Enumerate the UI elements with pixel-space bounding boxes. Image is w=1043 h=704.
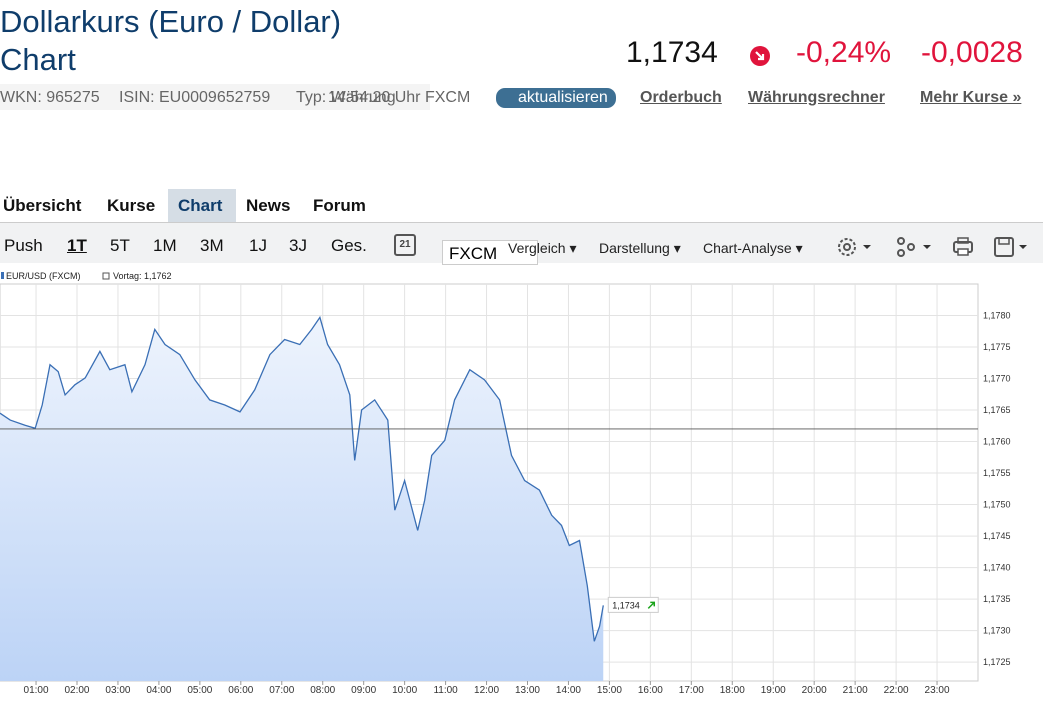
- end-label-box: [607, 596, 659, 613]
- chart: 1,1725 1,1730 1,1735 1,1740 1,1745 1,1750 1,17…: [0, 271, 1011, 696]
- tab[interactable]: Forum: [313, 196, 366, 215]
- type: Typ: Währung: [296, 89, 396, 106]
- exchange-select[interactable]: FXCM: [442, 240, 538, 265]
- menu-label: Darstellung: [599, 240, 670, 256]
- y-tick-label: 1,1770: [983, 374, 1011, 384]
- line: [0, 315, 604, 642]
- y-tick-label: 1,1780: [983, 311, 1011, 321]
- x-tick-label: 05:00: [187, 685, 212, 696]
- tab[interactable]: News: [246, 196, 291, 215]
- y-tick-label: 1,1750: [983, 500, 1011, 510]
- end-label: 1,1734: [612, 600, 640, 610]
- y-tick-label: 1,1735: [983, 594, 1011, 604]
- tab[interactable]: Übersicht: [3, 196, 82, 215]
- x-tick-label: 11:00: [433, 685, 458, 696]
- menu-label: Vergleich: [508, 240, 566, 256]
- link[interactable]: Orderbuch: [640, 89, 722, 106]
- share-icon[interactable]: [897, 237, 931, 257]
- x-tick-label: 23:00: [925, 685, 950, 696]
- x-tick-label: 07:00: [269, 685, 294, 696]
- title: Dollarkurs (Euro / Dollar): [0, 4, 342, 39]
- tool-icons: [838, 237, 1027, 257]
- change-pct: -0,24%: [796, 36, 892, 69]
- menu[interactable]: Chart-Analyse ▾: [703, 240, 803, 256]
- x-tick-label: 08:00: [310, 685, 335, 696]
- reference-label: Vortag: 1,1762: [113, 271, 172, 281]
- change-abs: -0,0028: [921, 36, 1023, 69]
- link[interactable]: Mehr Kurse »: [920, 89, 1022, 106]
- legend-swatch: [1, 272, 4, 279]
- settings-icon[interactable]: [838, 238, 871, 256]
- x-tick-label: 12:00: [474, 685, 499, 696]
- y-tick-label: 1,1740: [983, 563, 1011, 573]
- y-tick-label: 1,1775: [983, 342, 1011, 352]
- calendar[interactable]: 21: [394, 234, 416, 256]
- x-tick-label: 22:00: [884, 685, 909, 696]
- x-tick-label: 01:00: [24, 685, 49, 696]
- subtitle: Chart: [0, 42, 76, 77]
- x-tick-label: 21:00: [843, 685, 868, 696]
- x-tick-label: 04:00: [146, 685, 171, 696]
- x-tick-label: 09:00: [351, 685, 376, 696]
- range[interactable]: 3J: [289, 236, 307, 255]
- up-arrow: [647, 601, 656, 609]
- print-icon[interactable]: [953, 237, 973, 256]
- time: 14:54:20 Uhr FXCM: [328, 89, 471, 106]
- x-tick-label: 20:00: [802, 685, 827, 696]
- x-tick-label: 02:00: [64, 685, 89, 696]
- x-tick-label: 17:00: [679, 685, 704, 696]
- x-tick-label: 03:00: [105, 685, 130, 696]
- legend-label: EUR/USD (FXCM): [6, 271, 81, 281]
- down-icon: [750, 46, 770, 66]
- price: 1,1734: [626, 36, 718, 69]
- save-icon[interactable]: [994, 237, 1027, 257]
- range[interactable]: 1M: [153, 236, 177, 255]
- tab[interactable]: Kurse: [107, 196, 156, 215]
- x-tick-label: 13:00: [515, 685, 540, 696]
- range[interactable]: 1T: [67, 236, 87, 255]
- x-tick-label: 14:00: [556, 685, 581, 696]
- link[interactable]: Währungsrechner: [748, 89, 885, 106]
- y-tick-label: 1,1760: [983, 437, 1011, 447]
- calendar-day: 21: [399, 239, 411, 250]
- refresh-button[interactable]: aktualisieren: [496, 88, 616, 108]
- x-tick-label: 15:00: [597, 685, 622, 696]
- refresh-label: aktualisieren: [518, 89, 608, 106]
- x-tick-label: 10:00: [392, 685, 417, 696]
- menu[interactable]: Vergleich ▾: [508, 240, 577, 256]
- y-tick-label: 1,1730: [983, 626, 1011, 636]
- info-band: [0, 84, 430, 110]
- range[interactable]: 1J: [249, 236, 267, 255]
- area: [0, 317, 604, 681]
- x-tick-label: 06:00: [228, 685, 253, 696]
- range[interactable]: 3M: [200, 236, 224, 255]
- x-tick-label: 19:00: [761, 685, 786, 696]
- y-tick-label: 1,1765: [983, 405, 1011, 415]
- x-tick-label: 16:00: [638, 685, 663, 696]
- range[interactable]: Push: [4, 236, 43, 255]
- y-tick-label: 1,1725: [983, 657, 1011, 667]
- x-tick-label: 18:00: [720, 685, 745, 696]
- menu[interactable]: Darstellung ▾: [599, 240, 681, 256]
- active-tab-bg: [168, 189, 236, 222]
- wkn: WKN: 965275: [0, 89, 100, 106]
- y-tick-label: 1,1745: [983, 531, 1011, 541]
- reference-swatch: [102, 272, 110, 280]
- tab[interactable]: Chart: [178, 196, 223, 215]
- exchange: FXCM: [449, 244, 498, 263]
- menu-label: Chart-Analyse: [703, 240, 792, 256]
- range[interactable]: 5T: [110, 236, 130, 255]
- range[interactable]: Ges.: [331, 236, 367, 255]
- isin: ISIN: EU0009652759: [119, 89, 271, 106]
- y-tick-label: 1,1755: [983, 468, 1011, 478]
